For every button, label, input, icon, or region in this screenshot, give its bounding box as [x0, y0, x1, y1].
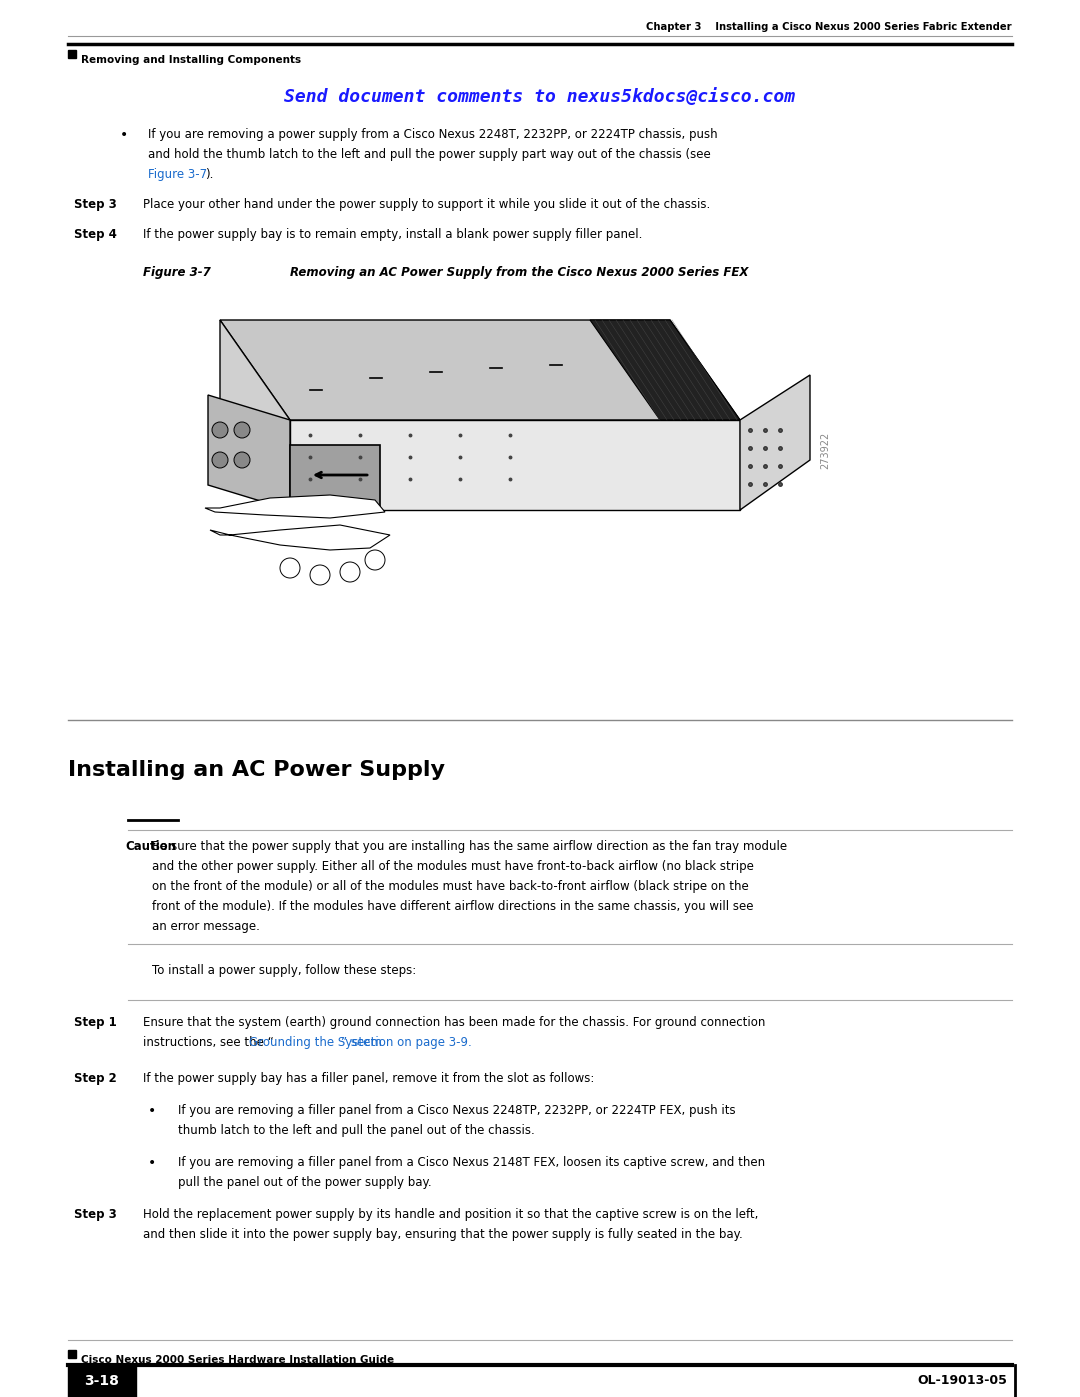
Circle shape: [365, 550, 384, 570]
Polygon shape: [220, 320, 291, 510]
Text: Ensure that the system (earth) ground connection has been made for the chassis. : Ensure that the system (earth) ground co…: [143, 1016, 766, 1030]
Text: Step 1: Step 1: [75, 1016, 117, 1030]
Text: and hold the thumb latch to the left and pull the power supply part way out of t: and hold the thumb latch to the left and…: [148, 148, 711, 161]
Text: instructions, see the “: instructions, see the “: [143, 1037, 273, 1049]
Text: Figure 3-7: Figure 3-7: [148, 168, 207, 182]
Text: Step 4: Step 4: [75, 228, 117, 242]
Text: Caution: Caution: [125, 840, 176, 854]
Text: thumb latch to the left and pull the panel out of the chassis.: thumb latch to the left and pull the pan…: [178, 1125, 535, 1137]
Text: Removing and Installing Components: Removing and Installing Components: [81, 54, 301, 66]
Text: and then slide it into the power supply bay, ensuring that the power supply is f: and then slide it into the power supply …: [143, 1228, 743, 1241]
Text: 273922: 273922: [820, 432, 831, 468]
Text: pull the panel out of the power supply bay.: pull the panel out of the power supply b…: [178, 1176, 432, 1189]
Text: Step 3: Step 3: [75, 198, 117, 211]
Text: Place your other hand under the power supply to support it while you slide it ou: Place your other hand under the power su…: [143, 198, 711, 211]
Text: If you are removing a power supply from a Cisco Nexus 2248T, 2232PP, or 2224TP c: If you are removing a power supply from …: [148, 129, 717, 141]
Polygon shape: [220, 320, 740, 420]
Circle shape: [340, 562, 360, 583]
Text: Hold the replacement power supply by its handle and position it so that the capt: Hold the replacement power supply by its…: [143, 1208, 758, 1221]
Text: Chapter 3    Installing a Cisco Nexus 2000 Series Fabric Extender: Chapter 3 Installing a Cisco Nexus 2000 …: [646, 22, 1012, 32]
Text: Removing an AC Power Supply from the Cisco Nexus 2000 Series FEX: Removing an AC Power Supply from the Cis…: [291, 265, 748, 279]
Text: Be sure that the power supply that you are installing has the same airflow direc: Be sure that the power supply that you a…: [152, 840, 787, 854]
Text: If you are removing a filler panel from a Cisco Nexus 2148T FEX, loosen its capt: If you are removing a filler panel from …: [178, 1155, 765, 1169]
Text: ).: ).: [205, 168, 214, 182]
Circle shape: [234, 422, 249, 439]
Circle shape: [212, 422, 228, 439]
Text: If the power supply bay has a filler panel, remove it from the slot as follows:: If the power supply bay has a filler pan…: [143, 1071, 594, 1085]
Polygon shape: [590, 320, 740, 420]
Polygon shape: [208, 395, 291, 510]
Circle shape: [310, 564, 330, 585]
Text: If the power supply bay is to remain empty, install a blank power supply filler : If the power supply bay is to remain emp…: [143, 228, 643, 242]
Text: If you are removing a filler panel from a Cisco Nexus 2248TP, 2232PP, or 2224TP : If you are removing a filler panel from …: [178, 1104, 735, 1118]
Text: and the other power supply. Either all of the modules must have front-to-back ai: and the other power supply. Either all o…: [152, 861, 754, 873]
Text: Figure 3-7: Figure 3-7: [143, 265, 211, 279]
Text: To install a power supply, follow these steps:: To install a power supply, follow these …: [152, 964, 416, 977]
Polygon shape: [291, 420, 740, 510]
Text: Installing an AC Power Supply: Installing an AC Power Supply: [68, 760, 445, 780]
Bar: [68, 1365, 136, 1397]
Bar: [68, 50, 76, 59]
Text: Cisco Nexus 2000 Series Hardware Installation Guide: Cisco Nexus 2000 Series Hardware Install…: [81, 1355, 394, 1365]
Text: ” section on page 3-9.: ” section on page 3-9.: [341, 1037, 472, 1049]
Bar: [68, 1350, 76, 1358]
Text: •: •: [148, 1155, 157, 1171]
Text: Send document comments to nexus5kdocs@cisco.com: Send document comments to nexus5kdocs@ci…: [284, 88, 796, 106]
Polygon shape: [205, 495, 384, 518]
Text: •: •: [120, 129, 129, 142]
Text: OL-19013-05: OL-19013-05: [917, 1375, 1007, 1387]
Text: 3-18: 3-18: [84, 1375, 120, 1389]
Text: Grounding the System: Grounding the System: [248, 1037, 381, 1049]
Text: an error message.: an error message.: [152, 921, 260, 933]
Circle shape: [212, 453, 228, 468]
Text: Step 3: Step 3: [75, 1208, 117, 1221]
Circle shape: [234, 453, 249, 468]
Circle shape: [280, 557, 300, 578]
Text: on the front of the module) or all of the modules must have back-to-front airflo: on the front of the module) or all of th…: [152, 880, 748, 893]
Polygon shape: [291, 446, 380, 510]
Polygon shape: [210, 525, 390, 550]
Text: Step 2: Step 2: [75, 1071, 117, 1085]
Text: front of the module). If the modules have different airflow directions in the sa: front of the module). If the modules hav…: [152, 900, 754, 914]
Polygon shape: [740, 374, 810, 510]
Text: •: •: [148, 1104, 157, 1118]
